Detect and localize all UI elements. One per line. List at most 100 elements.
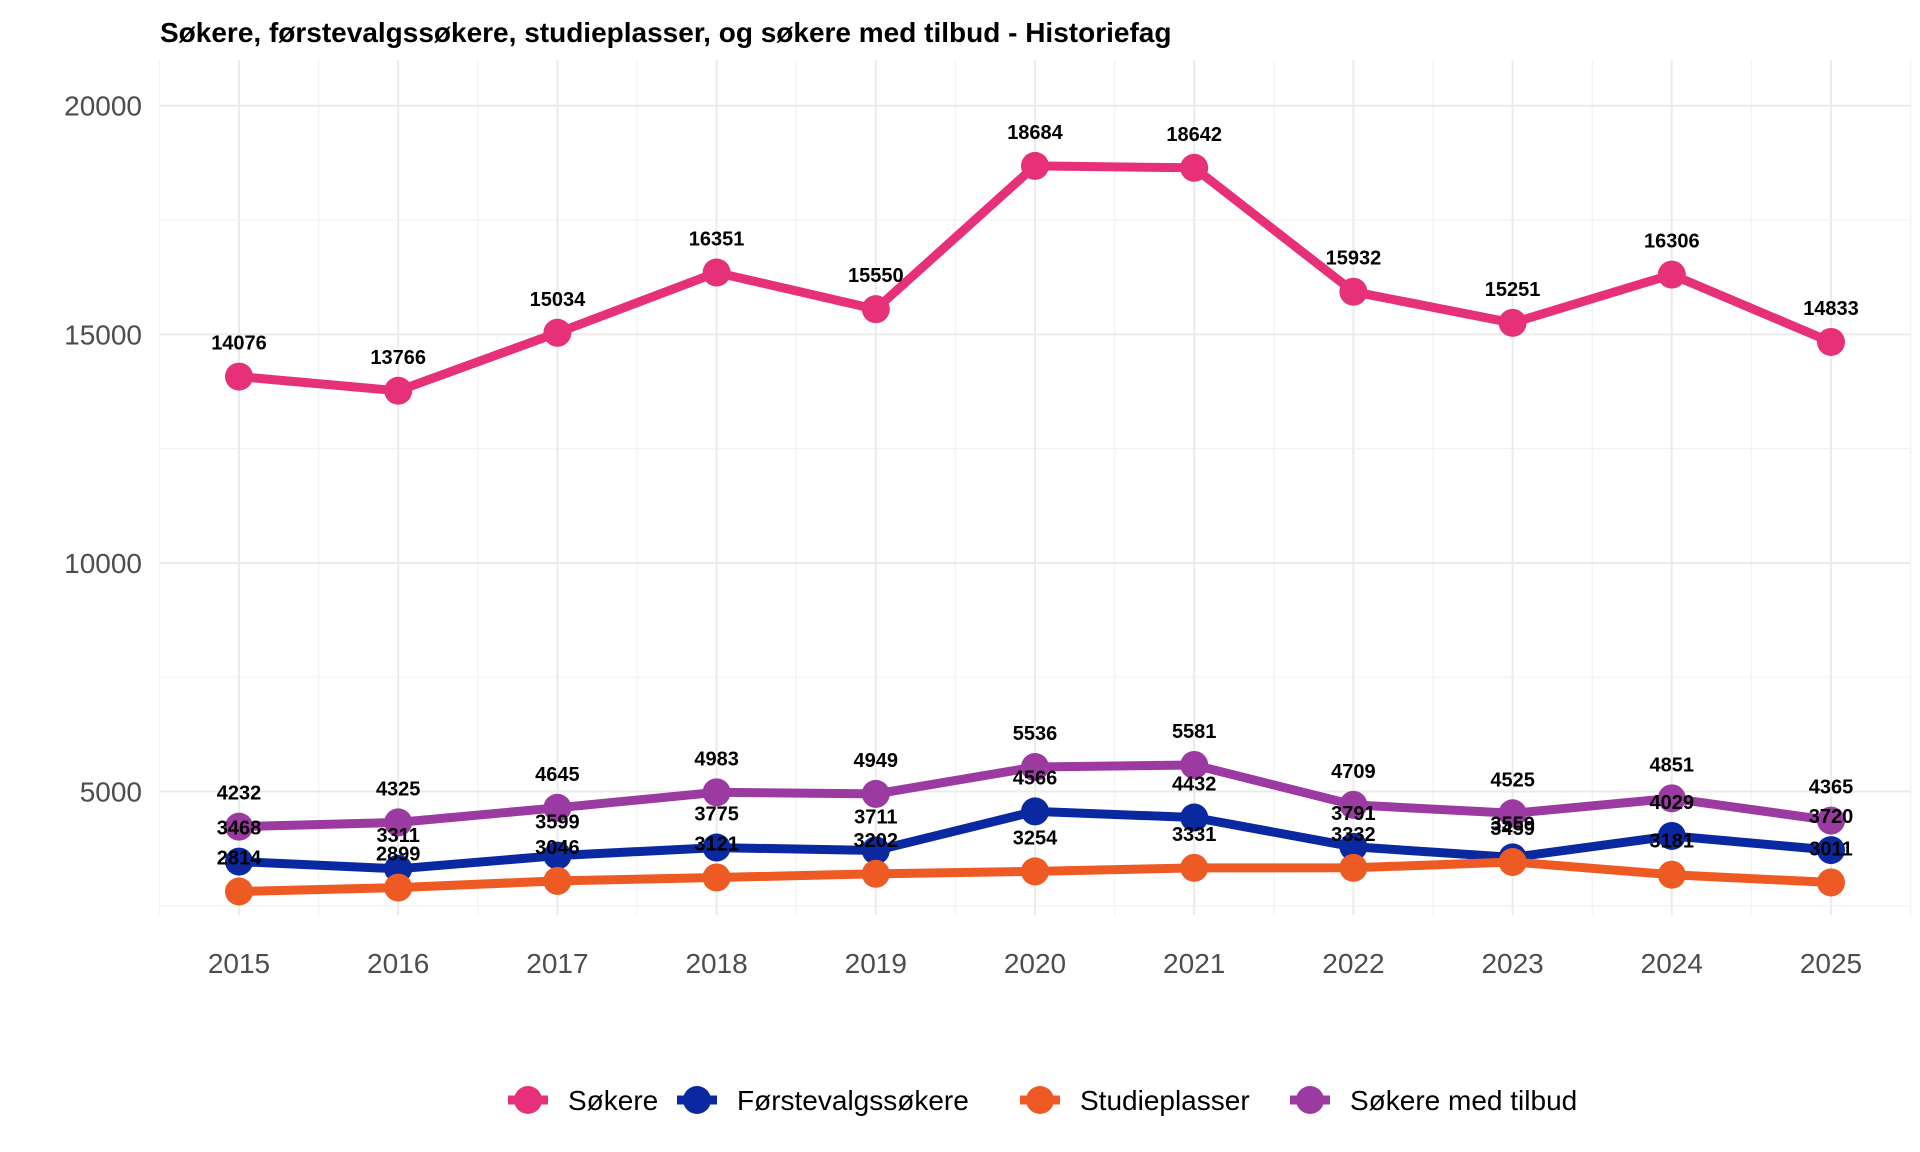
data-point: [1657, 821, 1686, 850]
data-point: [702, 833, 731, 862]
data-label: 16306: [1644, 231, 1700, 253]
data-point: [1021, 857, 1049, 886]
data-point: [225, 847, 253, 876]
y-tick-label: 20000: [64, 91, 142, 122]
legend-marker: [683, 1086, 711, 1114]
legend-label: Førstevalgssøkere: [737, 1085, 969, 1116]
data-point: [1498, 799, 1527, 828]
legend-key: [508, 1086, 548, 1114]
x-axis: 2015 2016 2017 2018 2019 2020 2021 2022 2023 2024…: [208, 948, 1862, 979]
data-label: 15550: [848, 265, 904, 287]
data-label: 5536: [1013, 723, 1058, 745]
legend-key: [1290, 1086, 1330, 1114]
legend-marker: [1296, 1086, 1324, 1114]
data-label: 3121: [694, 833, 739, 855]
data-label: 16351: [689, 229, 745, 251]
y-tick-label: 15000: [64, 319, 142, 350]
data-label: 4325: [376, 778, 421, 800]
data-label: 14833: [1803, 298, 1859, 320]
data-point: [702, 863, 731, 892]
data-point: [1657, 260, 1686, 289]
data-label: 3046: [535, 837, 580, 859]
data-point: [543, 318, 572, 347]
data-label: 4949: [854, 750, 899, 772]
data-point: [1339, 277, 1368, 306]
data-label: 4232: [217, 783, 262, 805]
data-point: [1339, 832, 1368, 861]
legend-marker: [514, 1086, 542, 1114]
data-point: [384, 376, 413, 405]
data-point: [225, 877, 253, 906]
data-label: 15932: [1326, 248, 1382, 270]
x-tick-label: 2021: [1163, 948, 1225, 979]
data-point: [1180, 153, 1209, 182]
data-point: [1021, 151, 1049, 180]
data-point: [1817, 806, 1845, 835]
legend-label: Studieplasser: [1080, 1085, 1250, 1116]
data-point: [1657, 860, 1686, 889]
legend-marker: [1026, 1086, 1054, 1114]
data-label: 15034: [530, 289, 586, 311]
data-point: [1180, 853, 1209, 882]
data-point: [861, 836, 890, 865]
data-point: [543, 866, 572, 895]
data-label: 3311: [377, 825, 420, 847]
x-tick-label: 2019: [845, 948, 907, 979]
data-point: [1180, 750, 1209, 779]
data-label: 2814: [217, 847, 262, 869]
data-point: [861, 779, 890, 808]
data-point: [1339, 790, 1368, 819]
data-point: [1498, 848, 1527, 877]
x-tick-label: 2022: [1322, 948, 1384, 979]
data-label: 4851: [1650, 754, 1695, 776]
series-layer: [225, 151, 1845, 906]
data-point: [861, 295, 890, 324]
chart-title: Søkere, førstevalgssøkere, studieplasser…: [160, 17, 1171, 48]
data-label: 4645: [535, 764, 580, 786]
data-label: 3202: [854, 830, 899, 852]
data-label: 4983: [694, 748, 739, 770]
data-label: 3775: [694, 804, 739, 826]
legend-label: Søkere med tilbud: [1350, 1085, 1577, 1116]
data-label: 3011: [1809, 838, 1852, 860]
data-label: 4566: [1013, 767, 1058, 789]
data-point: [702, 778, 731, 807]
data-point: [1657, 784, 1686, 813]
data-point: [1021, 797, 1049, 826]
data-label: 3599: [535, 812, 580, 834]
x-tick-label: 2017: [526, 948, 588, 979]
data-label: 3254: [1013, 827, 1058, 849]
data-point: [1021, 753, 1049, 782]
data-label: 15251: [1485, 279, 1541, 301]
data-point: [1180, 803, 1209, 832]
data-point: [1339, 853, 1368, 882]
data-point: [384, 873, 413, 902]
data-label: 4029: [1650, 792, 1695, 814]
data-point: [384, 808, 413, 837]
data-point: [225, 362, 253, 391]
data-label: 3559: [1490, 813, 1535, 835]
y-tick-label: 10000: [64, 548, 142, 579]
y-axis: 5000 10000 15000 20000: [64, 91, 142, 808]
data-label: 18684: [1007, 122, 1063, 144]
data-label: 3332: [1331, 824, 1376, 846]
data-label: 4709: [1331, 761, 1376, 783]
data-label: 3791: [1331, 803, 1376, 825]
data-point: [702, 258, 731, 287]
x-tick-label: 2016: [367, 948, 429, 979]
data-label: 3459: [1490, 818, 1535, 840]
data-label: 4365: [1809, 777, 1854, 799]
data-point: [1817, 868, 1845, 897]
legend-label: Søkere: [568, 1085, 658, 1116]
data-label: 13766: [370, 347, 426, 369]
data-point: [543, 841, 572, 870]
legend-key: [1020, 1086, 1060, 1114]
data-label: 14076: [211, 333, 267, 355]
data-label: 3711: [854, 806, 897, 828]
data-point: [1817, 327, 1845, 356]
x-tick-label: 2020: [1004, 948, 1066, 979]
legend-key: [677, 1086, 717, 1114]
x-tick-label: 2015: [208, 948, 270, 979]
grid: [158, 60, 1912, 915]
